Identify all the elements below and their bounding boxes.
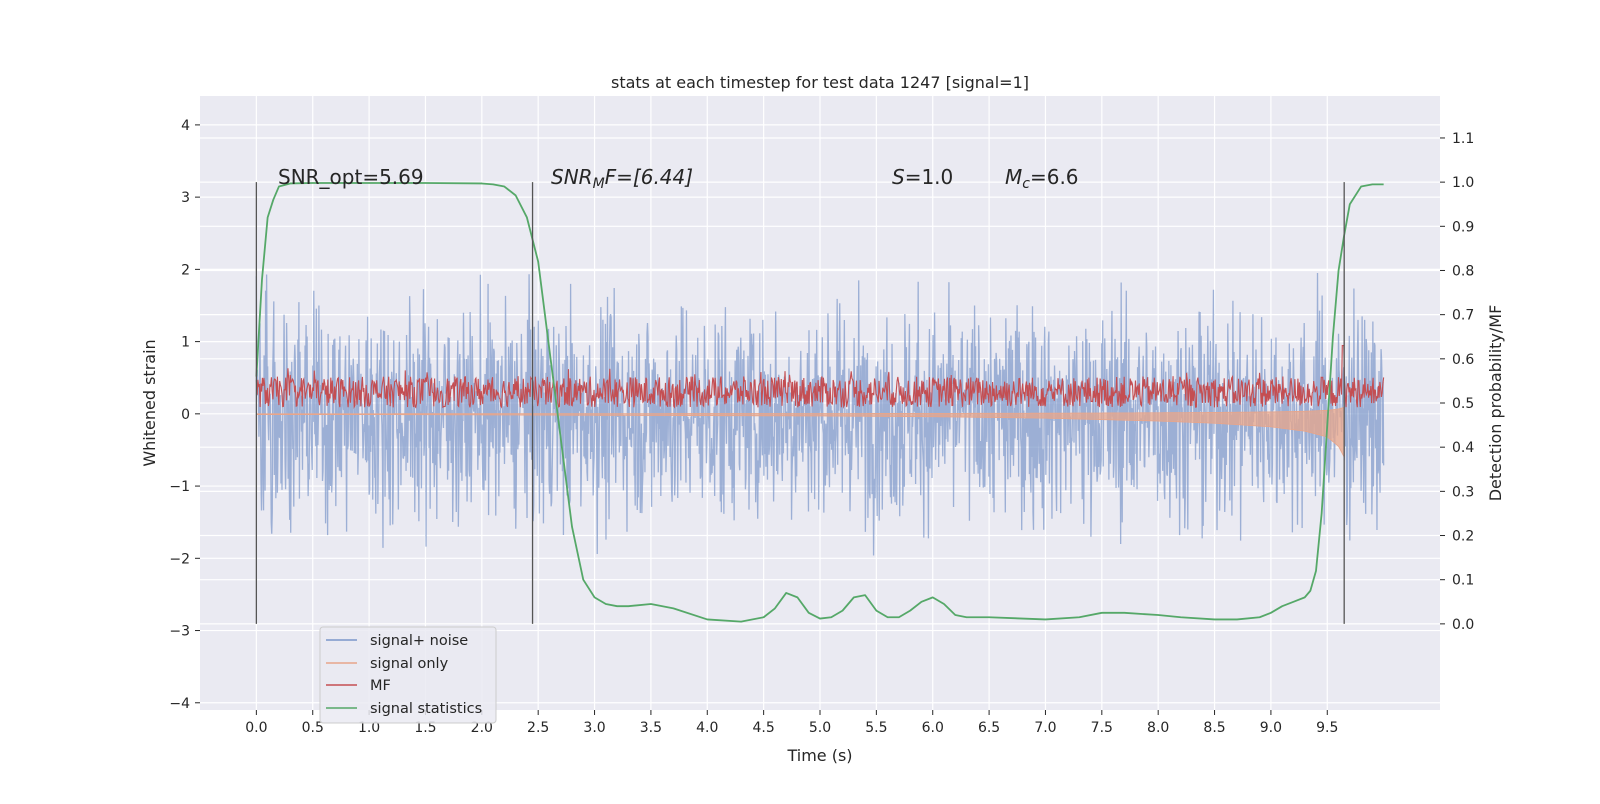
y-axis-label-right: Detection probability/MF (1486, 305, 1505, 502)
x-tick-label: 6.0 (922, 720, 944, 736)
x-tick-label: 9.0 (1260, 720, 1282, 736)
y-tick-label-right: 0.1 (1452, 573, 1474, 589)
y-tick-label-right: 0.5 (1452, 396, 1474, 412)
annotations: SNR_opt=5.69 SNRMF=[6.44] S=1.0 Mc=6.6 (278, 165, 1079, 192)
y-tick-label-left: 4 (181, 118, 190, 134)
annotation-snr-opt: SNR_opt=5.69 (278, 165, 424, 189)
y-tick-label-right: 0.8 (1452, 263, 1474, 279)
y-tick-label-right: 0.4 (1452, 440, 1474, 456)
y-tick-label-right: 1.0 (1452, 175, 1474, 191)
y-tick-label-right: 0.3 (1452, 484, 1474, 500)
series-signal-statistics-line (255, 182, 1384, 623)
x-tick-label: 0.0 (245, 720, 267, 736)
x-tick-label: 0.5 (302, 720, 324, 736)
x-tick-label: 4.5 (753, 720, 775, 736)
x-tick-label: 5.5 (865, 720, 887, 736)
y-tick-label-right: 0.0 (1452, 617, 1474, 633)
y-tick-label-right: 1.1 (1452, 131, 1474, 147)
legend-label-mf: MF (370, 678, 391, 694)
y-tick-label-right: 0.6 (1452, 352, 1474, 368)
annotation-snr-mf: SNRMF=[6.44] (551, 165, 693, 192)
legend-box (319, 626, 497, 724)
x-tick-label: 7.0 (1034, 720, 1056, 736)
x-tick-label: 3.5 (640, 720, 662, 736)
y-tick-label-right: 0.2 (1452, 529, 1474, 545)
y-tick-label-left: −1 (169, 479, 190, 495)
x-tick-label: 3.0 (583, 720, 605, 736)
x-tick-label: 7.5 (1091, 720, 1113, 736)
legend-label-signal-only: signal only (370, 656, 449, 672)
legend: signal+ noise signal only MF signal stat… (319, 626, 497, 724)
x-tick-label: 5.0 (809, 720, 831, 736)
y-tick-label-right: 0.9 (1452, 219, 1474, 235)
series-layer (255, 182, 1385, 623)
x-axis-label: Time (s) (786, 746, 852, 765)
y-tick-label-left: −4 (169, 696, 190, 712)
x-tick-label: 2.5 (527, 720, 549, 736)
x-tick-label: 8.0 (1147, 720, 1169, 736)
tick-labels: 0.0 0.5 1.0 1.5 2.0 2.5 3.0 3.5 4.0 4.5 5.0 5.5 6.0 6… (169, 118, 1474, 736)
y-tick-label-left: 0 (181, 407, 190, 423)
y-axis-label-left: Whitened strain (140, 339, 159, 466)
y-tick-label-left: −3 (169, 624, 190, 640)
x-tick-label: 1.0 (358, 720, 380, 736)
x-tick-label: 2.0 (471, 720, 493, 736)
chart-title: stats at each timestep for test data 124… (611, 73, 1029, 92)
series-mf-line (255, 345, 1385, 409)
y-tick-label-left: 2 (181, 262, 190, 278)
x-tick-label: 9.5 (1316, 720, 1338, 736)
x-tick-label: 8.5 (1203, 720, 1225, 736)
y-tick-label-left: 3 (181, 190, 190, 206)
x-tick-label: 1.5 (414, 720, 436, 736)
x-tick-label: 6.5 (978, 720, 1000, 736)
x-tick-label: 4.0 (696, 720, 718, 736)
legend-label-signal-statistics: signal statistics (370, 701, 482, 717)
vertical-markers (255, 182, 1345, 624)
annotation-s: S=1.0 (892, 165, 953, 189)
y-tick-label-left: 1 (181, 335, 190, 351)
y-tick-label-right: 0.7 (1452, 308, 1474, 324)
y-tick-label-left: −2 (169, 551, 190, 567)
legend-label-signal-noise: signal+ noise (370, 633, 468, 649)
annotation-mc: Mc=6.6 (1005, 165, 1079, 192)
